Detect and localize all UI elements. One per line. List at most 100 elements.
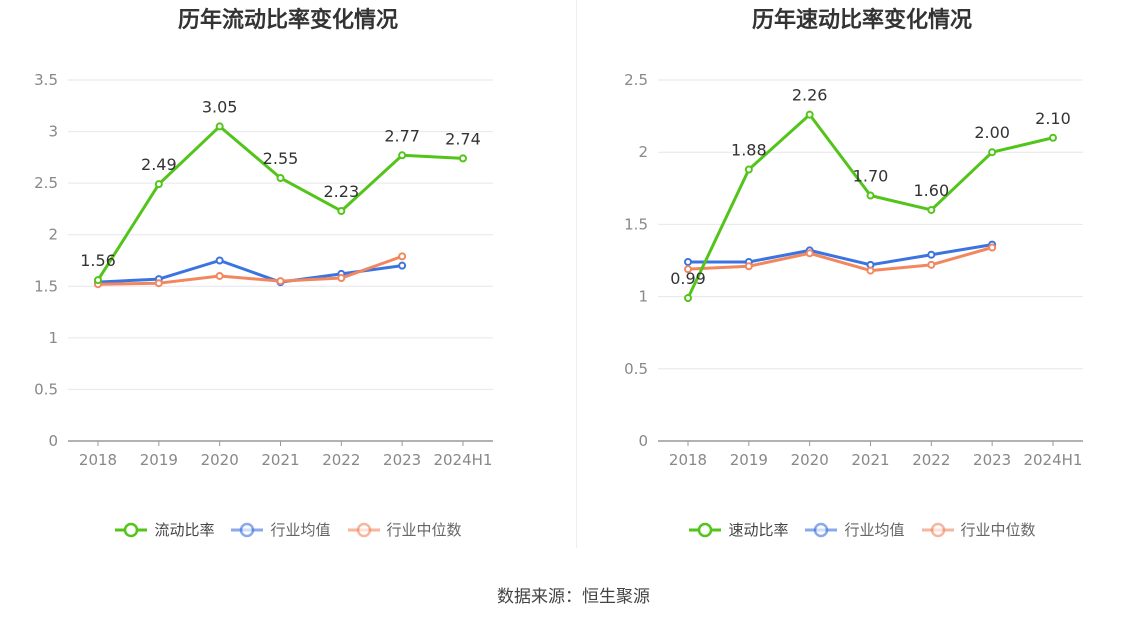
- data-source-note: 数据来源：恒生聚源: [497, 587, 650, 607]
- legend-line-marker-icon: [231, 522, 264, 537]
- x-tick-label: 2018: [79, 451, 117, 469]
- legend-item[interactable]: 行业均值: [230, 519, 331, 540]
- quick-ratio-chart: 0 0.5 1 1.5 2 2.5 2018 2019 2020 2021 2022 2023 2024…: [624, 71, 1083, 469]
- x-tick-label: 2022: [912, 451, 950, 469]
- legend-item[interactable]: 行业中位数: [921, 519, 1036, 540]
- x-tick-label: 2024H1: [433, 451, 492, 469]
- x-tick-label: 2020: [201, 451, 239, 469]
- data-label: 1.56: [80, 251, 116, 270]
- chart-legend: 速动比率 行业均值 行业中位数: [577, 519, 1147, 540]
- data-label: 1.88: [731, 141, 767, 160]
- current-ratio-chart: 0 0.5 1 1.5 2 2.5 3 3.5 2018 2019 2020 2021 2022 2023…: [34, 71, 493, 469]
- x-tick-label: 2020: [791, 451, 829, 469]
- data-point[interactable]: [215, 122, 224, 131]
- data-point[interactable]: [337, 206, 346, 215]
- y-tick-label: 3.5: [34, 71, 58, 89]
- legend-label: 流动比率: [154, 521, 215, 539]
- data-point[interactable]: [988, 148, 997, 157]
- data-label: 2.55: [263, 149, 299, 168]
- x-tick-label: 2019: [730, 451, 768, 469]
- data-point[interactable]: [154, 279, 163, 288]
- data-point[interactable]: [866, 191, 875, 200]
- data-label: 2.74: [445, 129, 481, 148]
- legend-label: 行业中位数: [960, 521, 1036, 539]
- data-label: 2.77: [384, 126, 420, 145]
- data-point[interactable]: [744, 262, 753, 271]
- data-point[interactable]: [276, 277, 285, 286]
- data-point[interactable]: [398, 151, 407, 160]
- legend-line-marker-icon: [115, 522, 148, 537]
- data-point[interactable]: [154, 180, 163, 189]
- chart-title: 历年流动比率变化情况: [177, 8, 398, 33]
- panel-divider: [576, 0, 577, 548]
- data-label: 0.99: [670, 269, 706, 288]
- legend-line-marker-icon: [805, 522, 838, 537]
- data-point[interactable]: [744, 165, 753, 174]
- x-tick-label: 2021: [261, 451, 299, 469]
- quick-ratio-chart-panel: 历年速动比率变化情况 0 0.5 1 1.5 2 2.5 2018 2019 2020 2021 2…: [577, 0, 1147, 560]
- data-label: 1.60: [914, 181, 950, 200]
- y-tick-label: 2.5: [624, 71, 648, 89]
- y-tick-label: 2.5: [34, 174, 58, 192]
- legend-label: 行业均值: [270, 521, 331, 539]
- data-label: 3.05: [202, 97, 238, 116]
- data-point[interactable]: [337, 274, 346, 283]
- y-tick-label: 1.5: [34, 277, 58, 295]
- data-label: 2.26: [792, 86, 828, 105]
- y-tick-label: 1: [638, 288, 648, 306]
- current-ratio-chart-panel: 历年流动比率变化情况 0 0.5 1 1.5 2 2.5 3 3.5 2018 2019 2020 2…: [0, 0, 576, 560]
- chart-title: 历年速动比率变化情况: [751, 8, 972, 33]
- legend-label: 行业均值: [844, 521, 905, 539]
- data-label: 2.10: [1035, 109, 1071, 128]
- data-point[interactable]: [398, 252, 407, 261]
- y-tick-label: 2: [638, 143, 648, 161]
- series-line: [687, 246, 993, 273]
- data-point[interactable]: [805, 110, 814, 119]
- x-tick-label: 2023: [973, 451, 1011, 469]
- data-point[interactable]: [94, 276, 102, 285]
- x-tick-label: 2019: [140, 451, 178, 469]
- data-label: 2.00: [974, 123, 1010, 142]
- legend-item[interactable]: 行业中位数: [347, 519, 462, 540]
- legend-item[interactable]: 速动比率: [688, 519, 788, 540]
- chart-legend: 流动比率 行业均值 行业中位数: [0, 519, 576, 540]
- data-point[interactable]: [805, 249, 814, 258]
- data-point[interactable]: [684, 265, 692, 274]
- y-tick-label: 1: [48, 329, 58, 347]
- y-tick-label: 0: [48, 432, 58, 450]
- data-point[interactable]: [398, 261, 407, 270]
- data-point[interactable]: [458, 154, 467, 163]
- data-point[interactable]: [1048, 133, 1057, 142]
- legend-line-marker-icon: [689, 522, 722, 537]
- legend-item[interactable]: 流动比率: [114, 519, 214, 540]
- x-tick-label: 2024H1: [1023, 451, 1082, 469]
- y-tick-label: 3: [48, 123, 58, 141]
- y-tick-label: 2: [48, 226, 58, 244]
- y-tick-label: 0.5: [624, 360, 648, 378]
- legend-label: 行业中位数: [386, 521, 462, 539]
- data-label: 1.70: [853, 167, 889, 186]
- y-tick-label: 0.5: [34, 380, 58, 398]
- x-tick-label: 2022: [322, 451, 360, 469]
- legend-line-marker-icon: [921, 522, 954, 537]
- x-tick-label: 2018: [669, 451, 707, 469]
- data-point[interactable]: [988, 243, 997, 252]
- series-line: [97, 259, 403, 284]
- legend-line-marker-icon: [347, 522, 380, 537]
- data-point[interactable]: [215, 256, 224, 265]
- data-point[interactable]: [927, 205, 936, 214]
- data-label: 2.49: [141, 155, 177, 174]
- legend-item[interactable]: 行业均值: [804, 519, 905, 540]
- series-line: [97, 254, 403, 286]
- x-tick-label: 2021: [851, 451, 889, 469]
- data-point[interactable]: [684, 294, 692, 303]
- data-point[interactable]: [927, 260, 936, 269]
- data-point[interactable]: [684, 257, 692, 266]
- data-point[interactable]: [215, 271, 224, 280]
- data-point[interactable]: [276, 173, 285, 182]
- x-tick-label: 2023: [383, 451, 421, 469]
- data-point[interactable]: [866, 266, 875, 275]
- legend-label: 速动比率: [728, 521, 789, 539]
- data-point[interactable]: [927, 250, 936, 259]
- y-tick-label: 0: [638, 432, 648, 450]
